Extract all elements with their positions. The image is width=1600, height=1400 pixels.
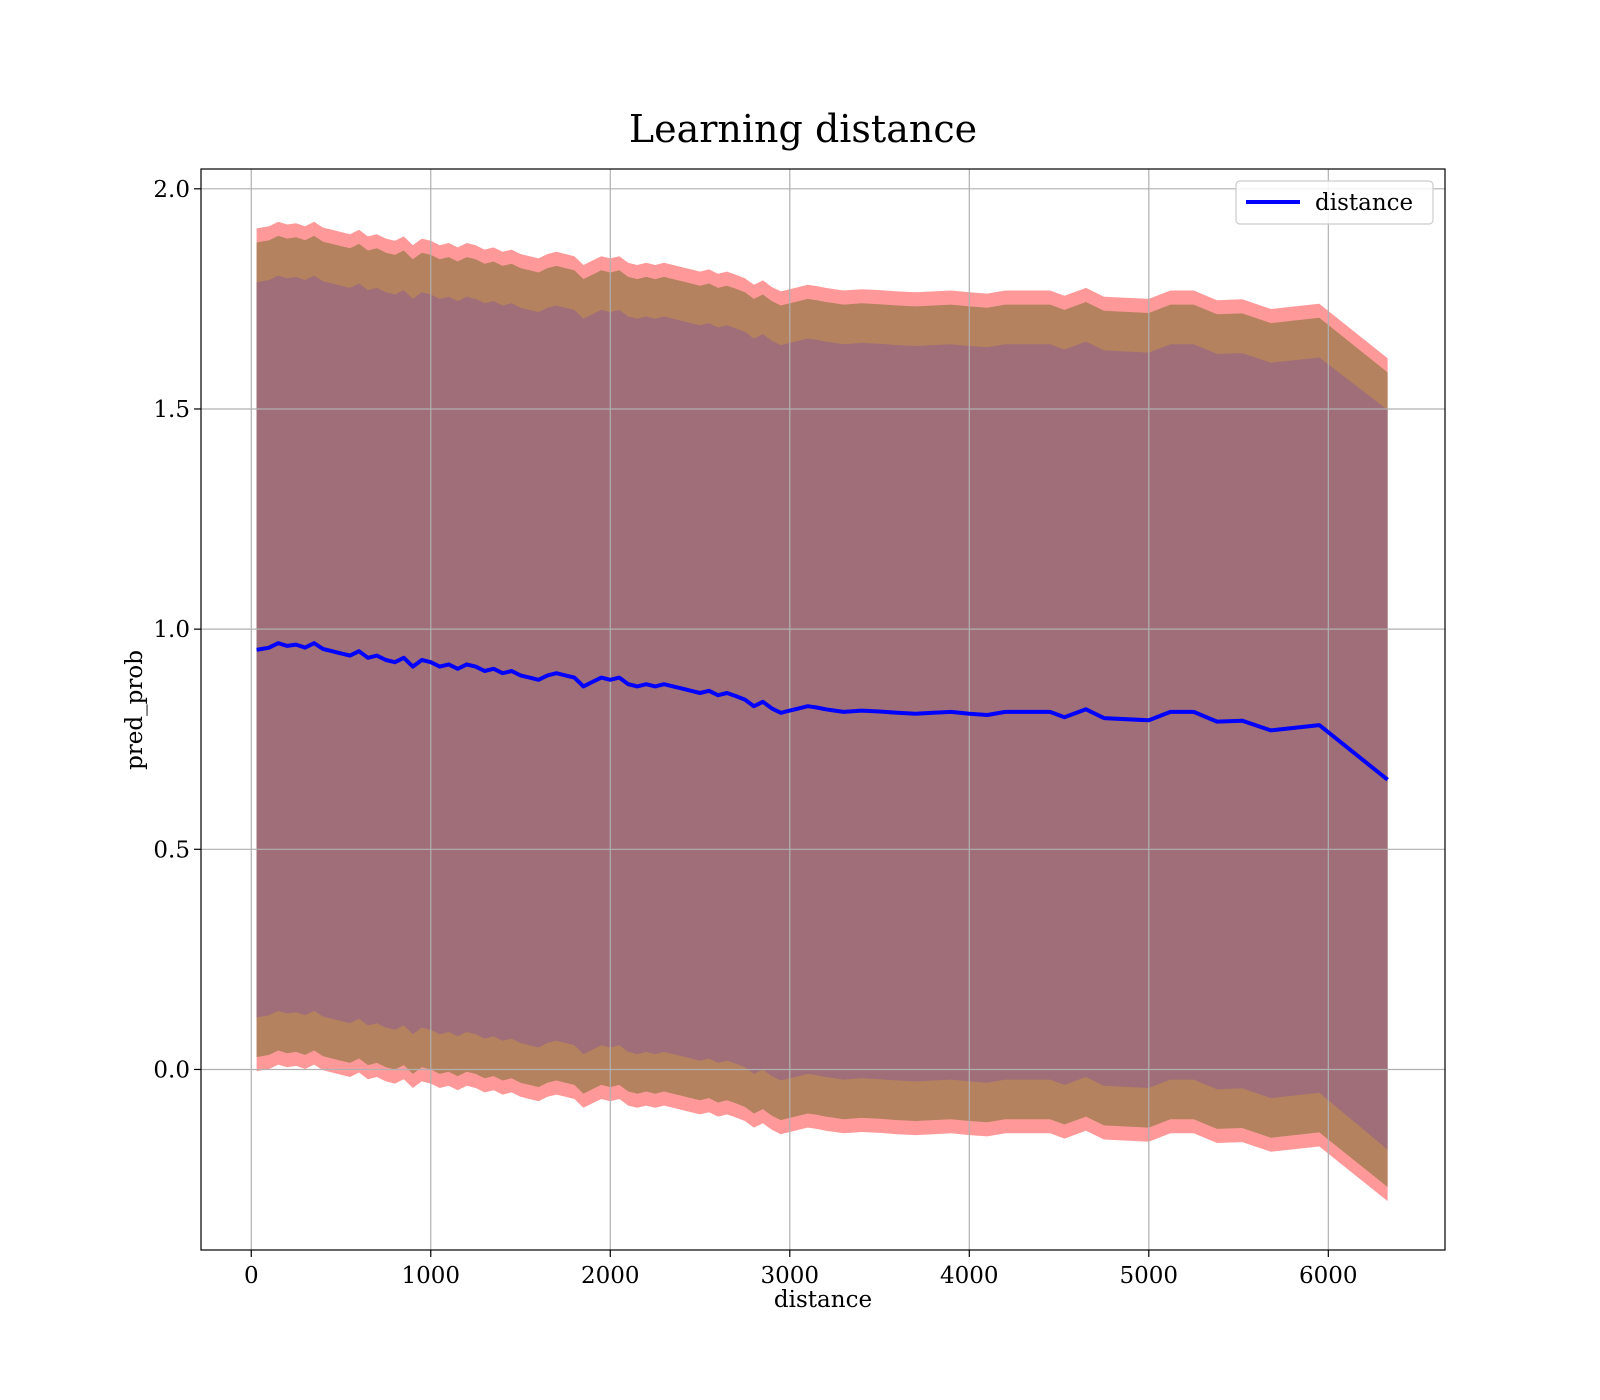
- series-line-distance: [256, 641, 1389, 782]
- x-tick-label-5: 5000: [1120, 1263, 1179, 1289]
- grid: [201, 169, 1445, 1250]
- x-tick-label-6: 6000: [1299, 1263, 1358, 1289]
- y-tick-label-4: 2.0: [153, 177, 190, 203]
- x-tick-label-1: 1000: [401, 1263, 460, 1289]
- y-axis-label: pred_prob: [122, 650, 148, 770]
- x-tick-label-3: 3000: [761, 1263, 820, 1289]
- y-tick-label-2: 1.0: [153, 617, 190, 643]
- band-inner: [256, 275, 1388, 1150]
- x-axis-ticks: 0 1000 2000 3000 4000 5000 6000: [244, 1250, 1358, 1289]
- y-tick-label-3: 1.5: [153, 397, 190, 423]
- legend-box: [1235, 180, 1434, 225]
- y-tick-label-0: 0.0: [153, 1057, 190, 1083]
- x-axis-label: distance: [774, 1287, 872, 1313]
- y-axis-ticks: 0.0 0.5 1.0 1.5 2.0: [153, 177, 201, 1083]
- x-tick-label-4: 4000: [940, 1263, 999, 1289]
- chart-title: Learning distance: [629, 107, 977, 151]
- series-layer: [256, 641, 1389, 782]
- legend-label-distance: distance: [1315, 190, 1413, 216]
- plot-frame: [200, 168, 1446, 1251]
- y-tick-label-1: 0.5: [153, 837, 190, 863]
- x-tick-label-2: 2000: [581, 1263, 640, 1289]
- confidence-bands: [256, 221, 1388, 1202]
- legend: distance: [1235, 180, 1434, 225]
- x-tick-label-0: 0: [244, 1263, 259, 1289]
